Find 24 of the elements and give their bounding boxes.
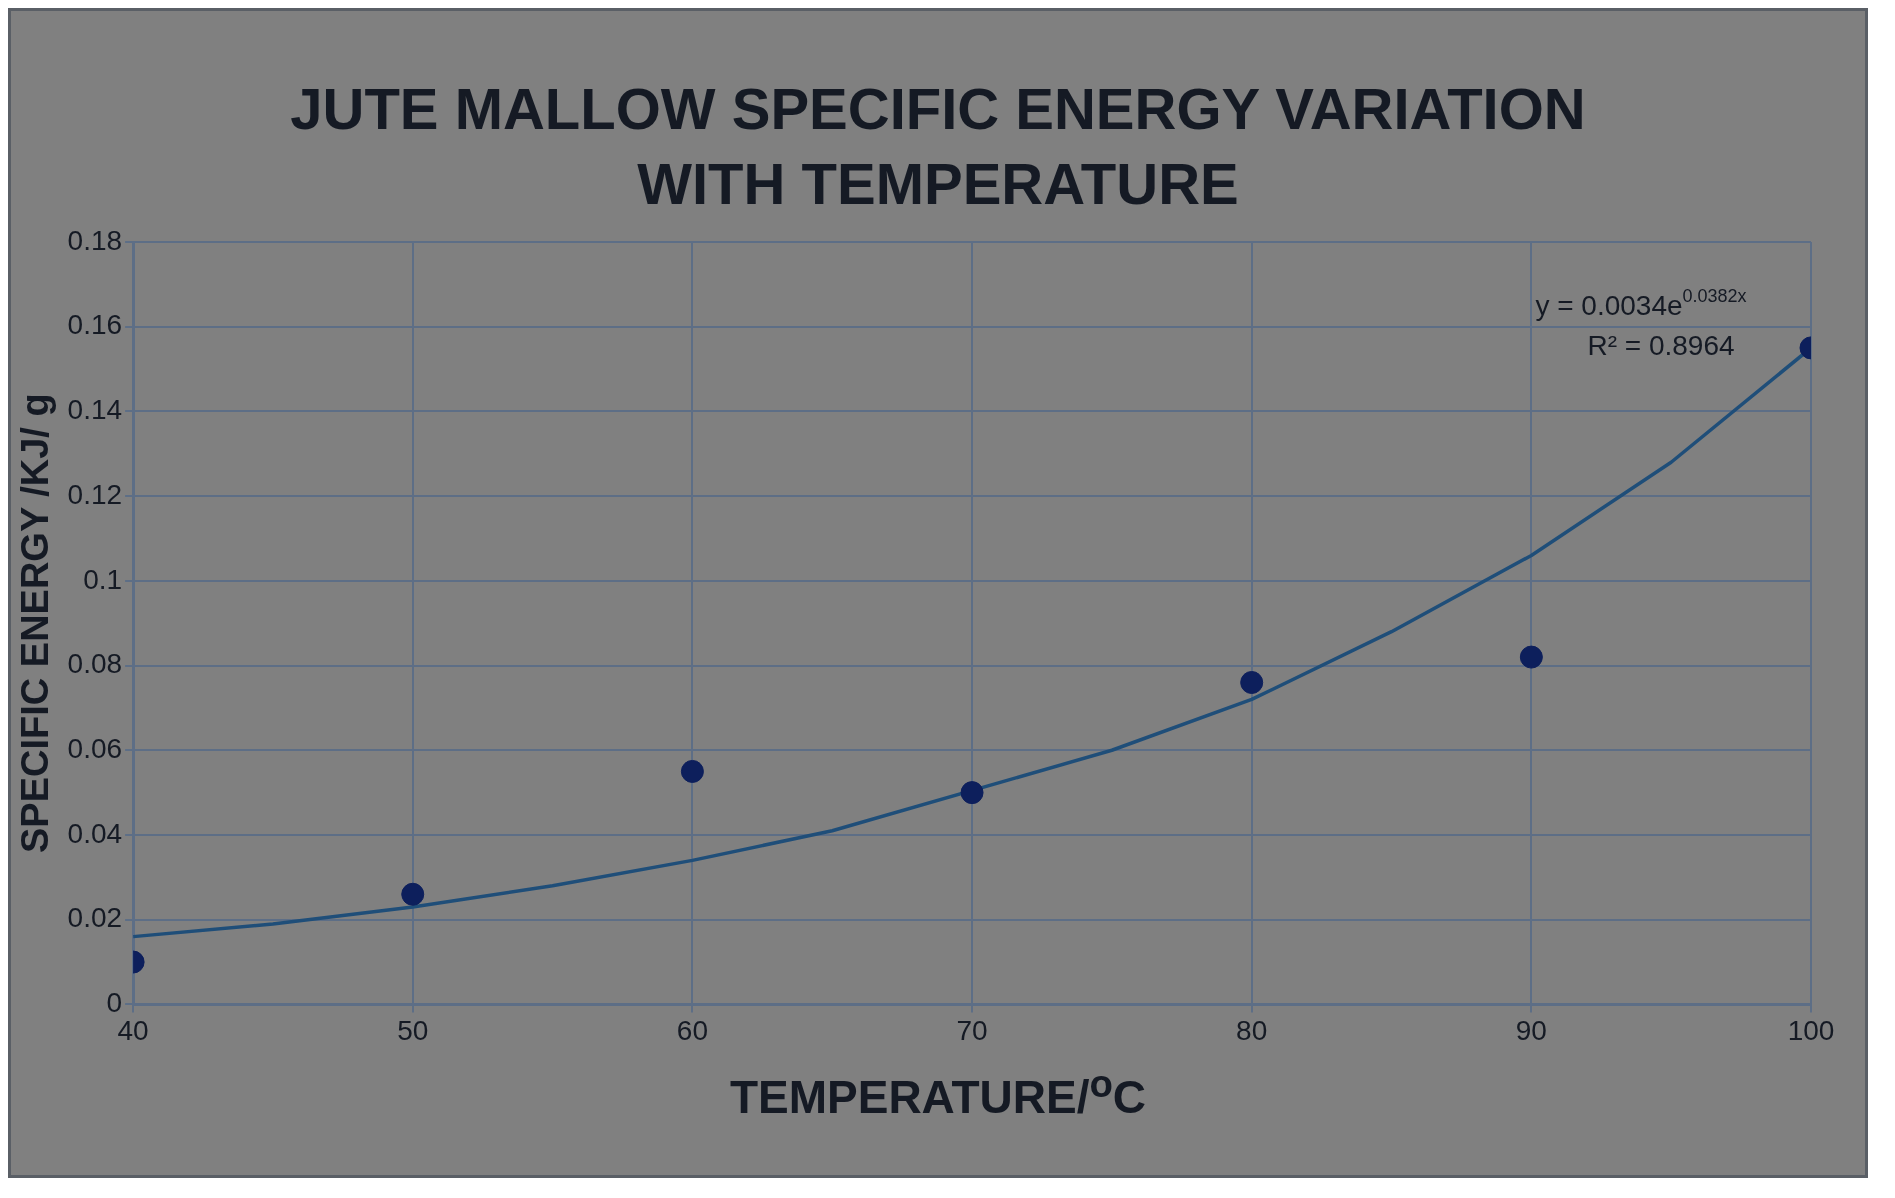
x-tick-label: 50 (397, 1014, 429, 1046)
y-tick-label: 0.1 (83, 563, 123, 595)
y-tick-label: 0.12 (67, 478, 123, 510)
x-axis-title: TEMPERATURE/$^{o}$C (728, 1061, 1148, 1125)
point (680, 759, 704, 783)
y-tick-label: 0.08 (67, 648, 123, 680)
annotation: R² = 0.8964 (1587, 329, 1735, 361)
point (1519, 645, 1543, 669)
point (960, 780, 984, 804)
x-tick-label: 60 (676, 1014, 708, 1046)
x-tick-label: 70 (956, 1014, 988, 1046)
chart-title: JUTE MALLOW SPECIFIC ENERGY VARIATION WITH TEMPERATURE (289, 75, 1587, 219)
y-tick-label: 0.14 (67, 393, 123, 425)
x-tick-label: 90 (1515, 1014, 1547, 1046)
y-axis-title: SPECIFIC ENERGY /KJ/ g (14, 393, 57, 853)
x-tick-label: 80 (1236, 1014, 1268, 1046)
y-tick-label: 0.18 (67, 224, 123, 256)
x-tick-label: 100 (1787, 1014, 1835, 1046)
point (401, 882, 425, 906)
point (1240, 670, 1264, 694)
y-tick-label: 0.06 (67, 732, 123, 764)
y-tick-label: 0.16 (67, 309, 123, 341)
y-tick-label: 0.02 (67, 902, 123, 934)
y-tick-label: 0.04 (67, 817, 123, 849)
